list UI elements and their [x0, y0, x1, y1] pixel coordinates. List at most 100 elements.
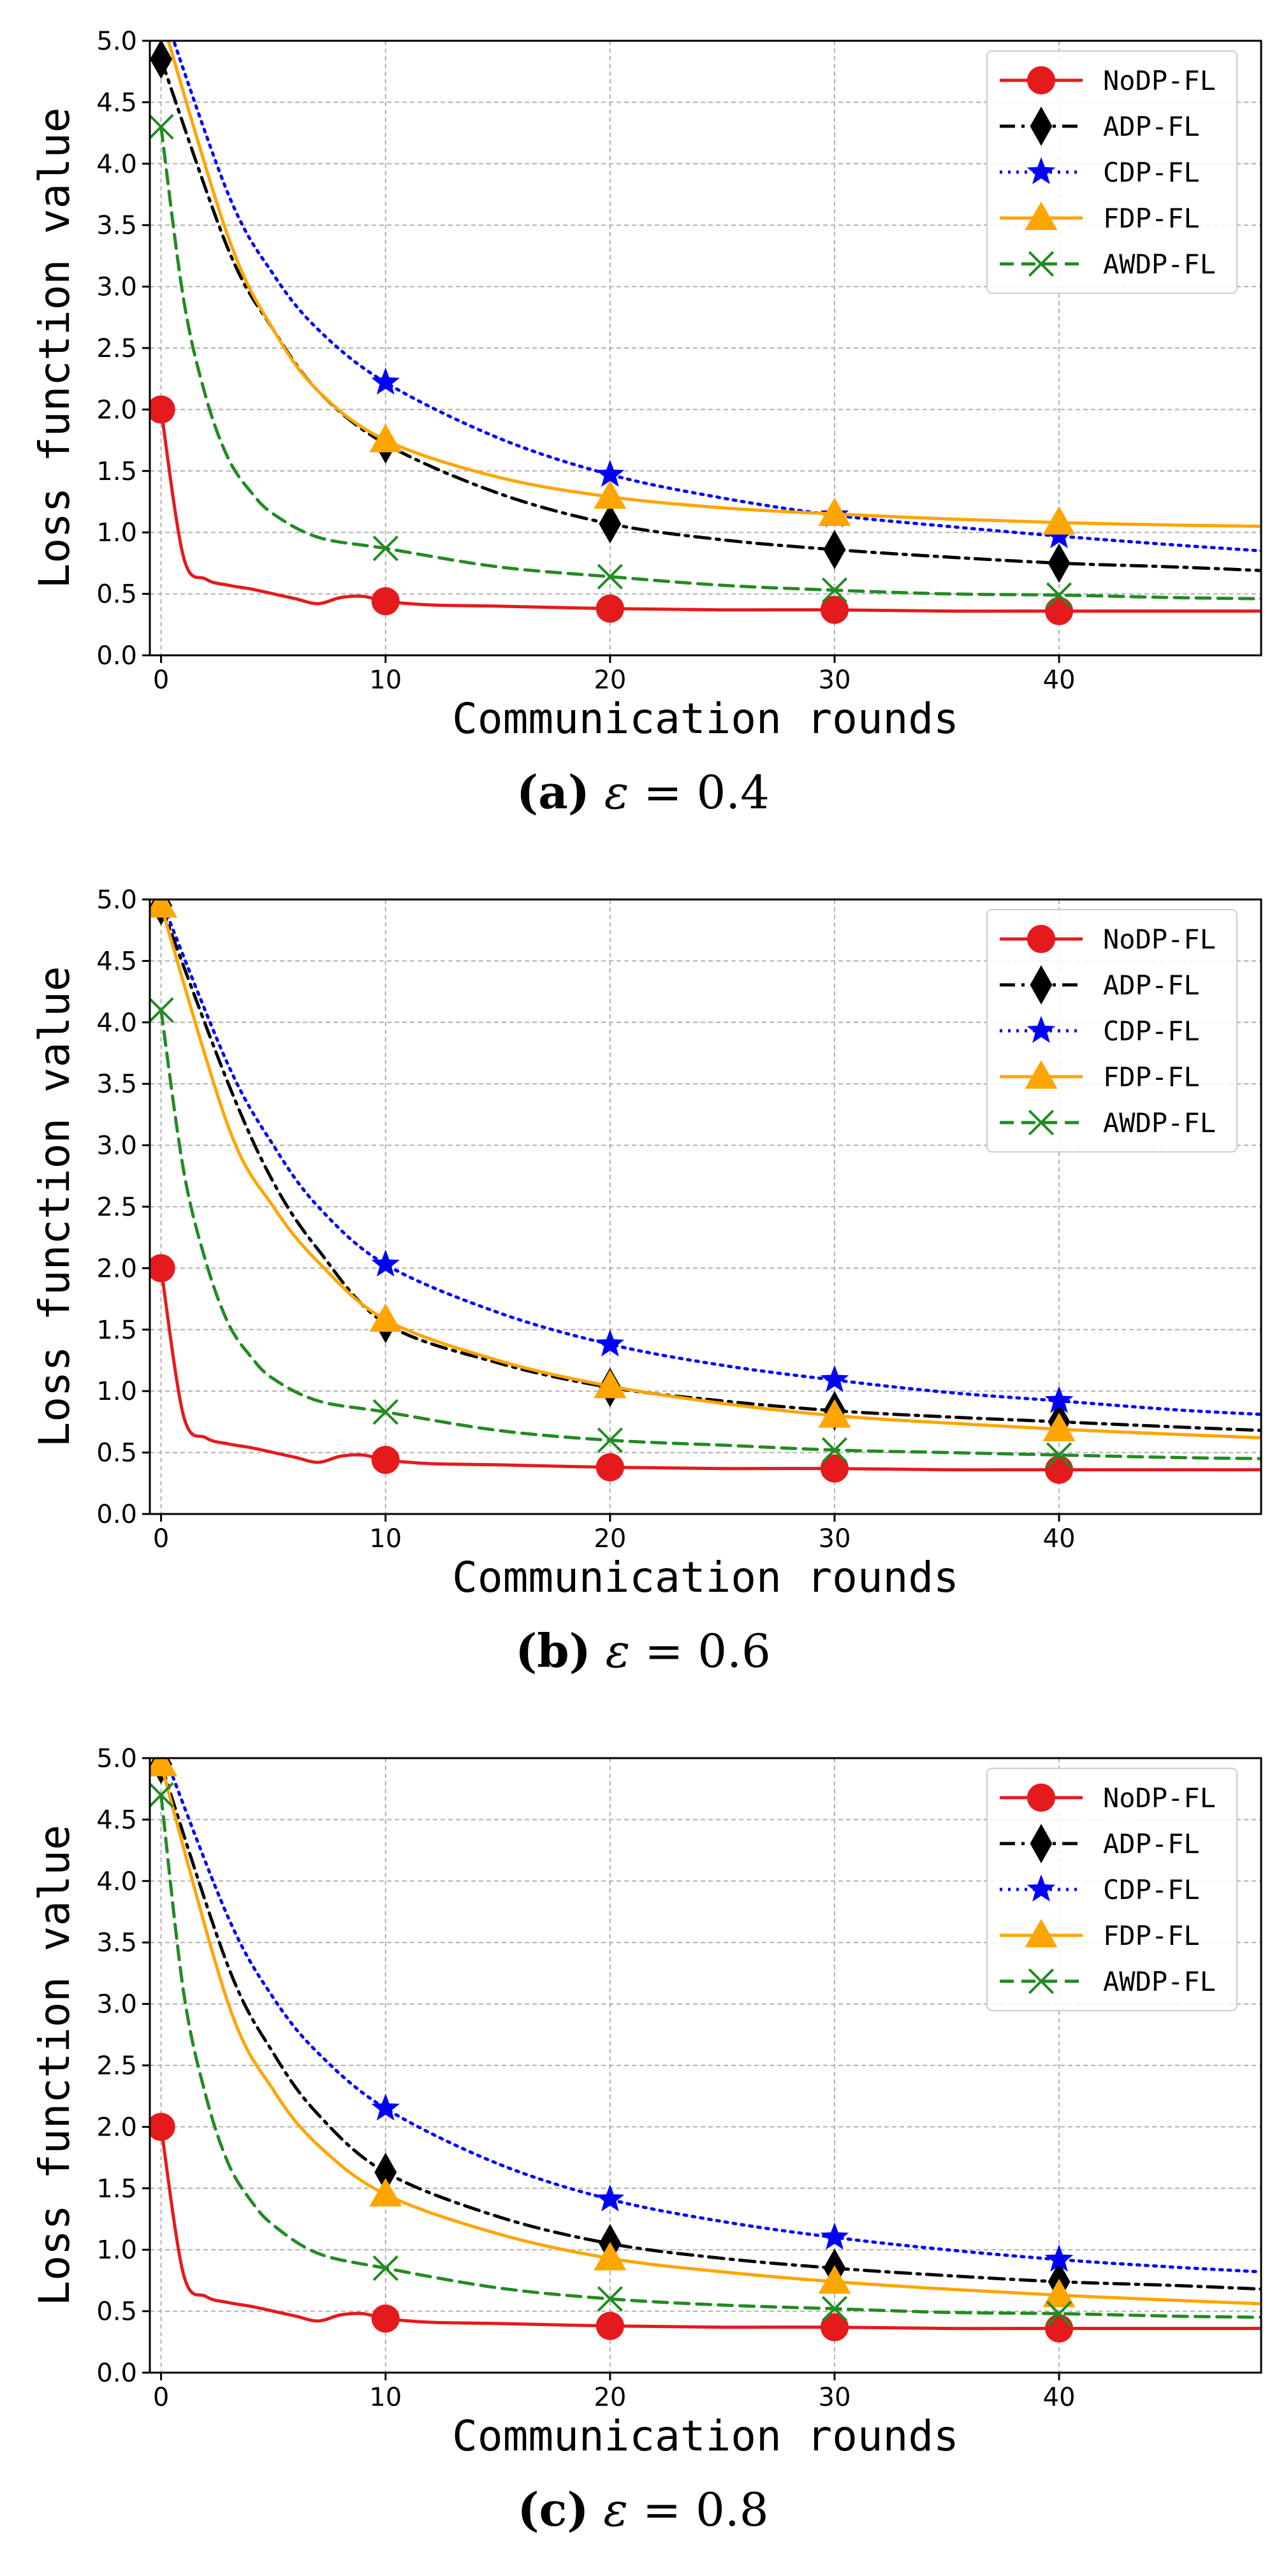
chart2-marker-NoDP-FL-0	[150, 2113, 175, 2141]
chart2-marker-NoDP-FL-10	[371, 2304, 400, 2333]
chart1-marker-AWDP-FL-40	[1046, 1442, 1072, 1468]
figure-panel-a: 0 10 20 30 40 0.0 0.5 1.0 1.5 2.0 2.5 3.0 3.5 4.0 4.5 5…	[0, 0, 1286, 859]
caption-c-letter: (c)	[517, 2482, 589, 2536]
caption-c-epsilon: ε	[603, 2483, 628, 2536]
chart2-ylabel: Loss function value	[30, 1825, 79, 2306]
caption-a-letter: (a)	[516, 765, 590, 819]
chart0-marker-CDP-FL-10	[371, 367, 400, 395]
chart1-xtick-label-10: 10	[369, 1524, 402, 1554]
chart0-legend-marker-FDP-FL	[1025, 201, 1058, 230]
chart0-ytick-label-3.0: 3.0	[96, 273, 137, 302]
chart1-ytick-label-1.0: 1.0	[96, 1377, 137, 1406]
chart2-xtick-label-40: 40	[1043, 2383, 1076, 2412]
chart2-xtick-label-0: 0	[153, 2383, 169, 2412]
chart2-marker-AWDP-FL-10	[372, 2255, 398, 2281]
chart1-marker-FDP-FL-10	[369, 1303, 402, 1332]
chart2-ytick-label-4.5: 4.5	[96, 1805, 137, 1835]
chart1-ytick-label-3.0: 3.0	[96, 1132, 137, 1161]
chart0-ytick-label-0.5: 0.5	[96, 580, 137, 609]
chart1-marker-NoDP-FL-40	[1045, 1455, 1074, 1484]
chart2-ytick-label-5.0: 5.0	[96, 1744, 137, 1773]
chart2-line-NoDP-FL	[159, 2125, 1261, 2331]
chart0-series-NoDP-FL	[150, 395, 1261, 625]
chart1-marker-CDP-FL-10	[371, 1249, 400, 1277]
chart2-ytick-label-3.0: 3.0	[96, 1990, 137, 2019]
caption-a-value: = 0.4	[629, 766, 770, 819]
chart2-marker-AWDP-FL-0	[150, 1782, 174, 1808]
chart1-legend-label-ADP-FL: ADP-FL	[1103, 970, 1200, 1001]
chart0-marker-FDP-FL-0	[146, 1, 177, 28]
chart1-series-AWDP-FL	[150, 997, 1261, 1468]
chart2-series-AWDP-FL	[150, 1782, 1261, 2327]
caption-c: (c) ε = 0.8	[0, 2482, 1286, 2536]
chart1-ytick-label-5.0: 5.0	[96, 885, 137, 915]
chart0-marker-NoDP-FL-40	[1045, 597, 1074, 625]
chart2-marker-NoDP-FL-30	[820, 2313, 849, 2341]
chart1-line-AWDP-FL	[159, 1008, 1261, 1460]
chart1-legend-marker-FDP-FL	[1025, 1060, 1058, 1089]
chart2-marker-FDP-FL-20	[594, 2241, 627, 2271]
chart2-marker-AWDP-FL-30	[821, 2296, 848, 2322]
caption-b-letter: (b)	[515, 1624, 591, 1678]
chart1-ytick-label-0.5: 0.5	[96, 1439, 137, 1468]
chart2-series-NoDP-FL	[150, 2113, 1261, 2343]
chart1-ytick-label-3.5: 3.5	[96, 1070, 137, 1099]
chart1-marker-NoDP-FL-0	[150, 1254, 175, 1283]
chart2-legend-label-NoDP-FL: NoDP-FL	[1103, 1782, 1216, 1814]
chart1-ytick-label-0.0: 0.0	[96, 1500, 137, 1529]
chart0-ytick-label-5.0: 5.0	[96, 27, 137, 56]
chart2-legend-marker-FDP-FL	[1025, 1919, 1058, 1947]
chart2-series-FDP-FL	[150, 1758, 1261, 2308]
chart2-marker-CDP-FL-40	[1044, 2245, 1074, 2272]
chart0-marker-ADP-FL-20	[599, 504, 622, 544]
chart0-marker-AWDP-FL-20	[597, 564, 623, 590]
chart1-marker-FDP-FL-0	[150, 899, 178, 918]
chart1-marker-FDP-FL-20	[594, 1369, 627, 1399]
chart0-marker-FDP-FL-10	[369, 423, 402, 453]
chart0-marker-ADP-FL-30	[823, 530, 846, 570]
chart1-xtick-label-30: 30	[819, 1524, 851, 1554]
chart1-marker-AWDP-FL-30	[821, 1437, 848, 1463]
chart1-marker-CDP-FL-30	[820, 1365, 849, 1392]
chart2-xlabel: Communication rounds	[452, 2412, 959, 2461]
chart2-marker-CDP-FL-10	[371, 2093, 400, 2121]
chart1-legend-box	[986, 909, 1238, 1153]
chart2-marker-CDP-FL-30	[820, 2222, 849, 2250]
chart0-xlabel: Communication rounds	[452, 694, 959, 743]
chart0-ytick-label-0.0: 0.0	[96, 641, 137, 671]
chart0-marker-FDP-FL-30	[818, 497, 851, 527]
chart0-marker-NoDP-FL-0	[150, 395, 175, 424]
chart2-legend-label-FDP-FL: FDP-FL	[1103, 1920, 1200, 1951]
chart-a: 0 10 20 30 40 0.0 0.5 1.0 1.5 2.0 2.5 3.0 3.5 4.0 4.5 5…	[30, 1, 1262, 743]
chart-b: 0 10 20 30 40 0.0 0.5 1.0 1.5 2.0 2.5 3.0 3.5 4.0 4.5 5…	[30, 885, 1262, 1602]
chart1-marker-FDP-FL-30	[818, 1399, 851, 1428]
chart2-ytick-label-2.5: 2.5	[96, 2051, 137, 2081]
caption-b-epsilon: ε	[605, 1624, 631, 1678]
chart2-ytick-label-0.0: 0.0	[96, 2359, 137, 2388]
figure-panel-b: 0 10 20 30 40 0.0 0.5 1.0 1.5 2.0 2.5 3.0 3.5 4.0 4.5 5…	[0, 859, 1286, 1717]
chart2-ytick-label-4.0: 4.0	[96, 1867, 137, 1896]
chart1-legend-marker-AWDP-FL	[1028, 1109, 1055, 1136]
chart0-legend: NoDP-FL ADP-FL CDP-FL FDP-FL AWDP-FL	[986, 50, 1238, 294]
chart0-marker-AWDP-FL-30	[821, 577, 848, 603]
chart0-series-AWDP-FL	[150, 113, 1261, 608]
chart0-ytick-label-1.0: 1.0	[96, 518, 137, 548]
chart0-marker-FDP-FL-40	[1042, 506, 1076, 535]
chart2-legend-label-CDP-FL: CDP-FL	[1103, 1874, 1200, 1905]
chart1-ytick-label-2.0: 2.0	[96, 1254, 137, 1283]
chart0-marker-NoDP-FL-30	[820, 595, 849, 624]
chart1-legend-label-CDP-FL: CDP-FL	[1103, 1015, 1200, 1047]
chart0-legend-label-NoDP-FL: NoDP-FL	[1103, 65, 1216, 96]
chart1-marker-CDP-FL-40	[1044, 1386, 1074, 1413]
chart0-marker-ADP-FL-0	[150, 41, 173, 79]
chart1-xtick-label-20: 20	[594, 1524, 626, 1554]
chart0-marker-NoDP-FL-20	[596, 594, 624, 623]
chart2-marker-CDP-FL-0	[148, 1732, 175, 1757]
chart0-xtick-label-30: 30	[819, 666, 851, 695]
chart2-legend-label-ADP-FL: ADP-FL	[1103, 1828, 1200, 1859]
chart1-marker-AWDP-FL-20	[597, 1427, 623, 1453]
chart0-xtick-label-20: 20	[594, 666, 626, 695]
chart2-xtick-label-30: 30	[819, 2383, 851, 2412]
chart2-marker-AWDP-FL-40	[1046, 2301, 1072, 2327]
chart1-legend-label-AWDP-FL: AWDP-FL	[1103, 1107, 1216, 1139]
